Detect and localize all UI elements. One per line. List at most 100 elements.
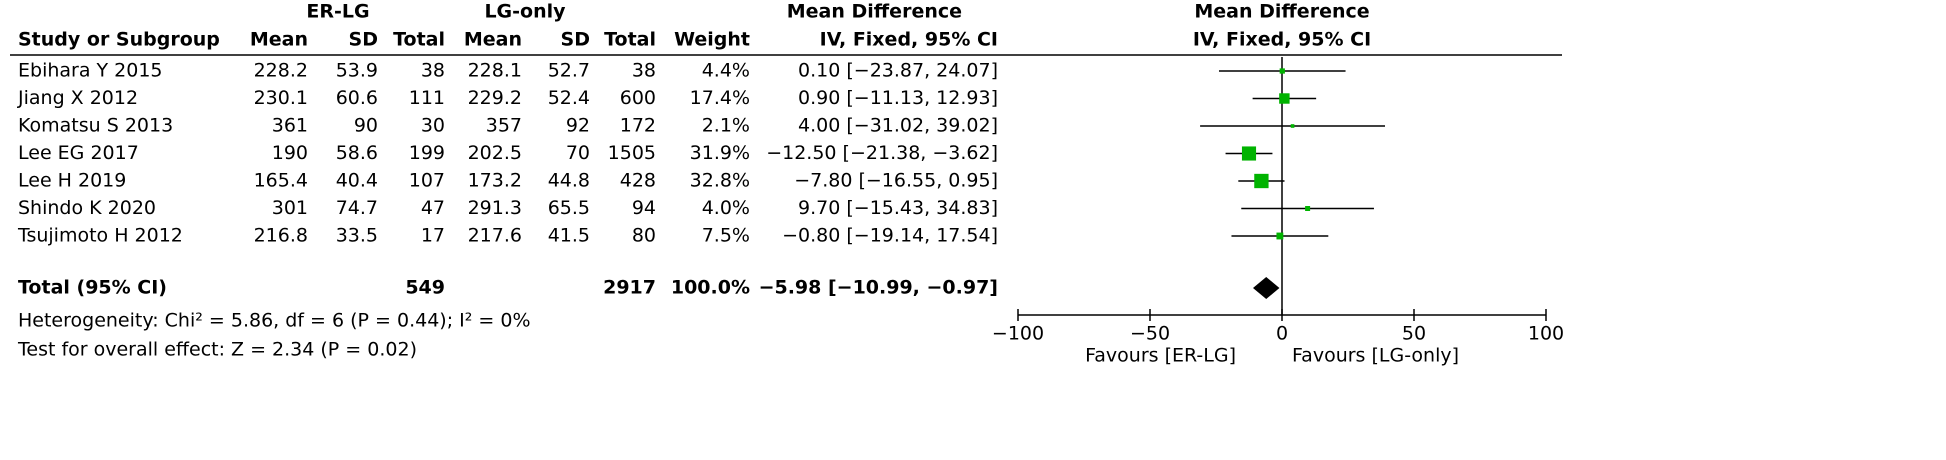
x-tick-label: 0: [1276, 323, 1288, 345]
column-header: Study or Subgroup: [18, 29, 220, 51]
table-cell: 60.6: [336, 87, 378, 109]
table-cell: 17: [421, 225, 445, 247]
column-header: Mean: [250, 29, 308, 51]
estimate-box: [1305, 206, 1311, 211]
table-cell: −7.80 [−16.55, 0.95]: [794, 170, 998, 192]
table-cell: 40.4: [336, 170, 378, 192]
table-cell: 38: [632, 60, 656, 82]
estimate-box: [1279, 93, 1290, 104]
table-cell: 1505: [608, 142, 656, 164]
table-cell: 9.70 [−15.43, 34.83]: [798, 197, 998, 219]
table-cell: 600: [620, 87, 656, 109]
column-header: Total: [393, 29, 445, 51]
overall-effect: Test for overall effect: Z = 2.34 (P = 0…: [17, 339, 417, 361]
column-header: Mean: [464, 29, 522, 51]
table-cell: 74.7: [336, 197, 378, 219]
table-cell: 58.6: [336, 142, 378, 164]
heterogeneity: Heterogeneity: Chi² = 5.86, df = 6 (P = …: [18, 310, 531, 332]
table-cell: 357: [486, 115, 522, 137]
estimate-box: [1254, 173, 1269, 189]
table-cell: 53.9: [336, 60, 378, 82]
study-name: Lee H 2019: [18, 170, 126, 192]
table-cell: 4.00 [−31.02, 39.02]: [798, 115, 998, 137]
table-cell: 172: [620, 115, 656, 137]
table-cell: 32.8%: [690, 170, 750, 192]
table-cell: 44.8: [548, 170, 590, 192]
table-cell: 7.5%: [702, 225, 750, 247]
study-name: Tsujimoto H 2012: [17, 225, 183, 247]
table-cell: 199: [409, 142, 445, 164]
estimate-box: [1276, 232, 1284, 240]
table-cell: 31.9%: [690, 142, 750, 164]
table-cell: 17.4%: [690, 87, 750, 109]
group-header: ER-LG: [306, 1, 369, 23]
estimate-box: [1279, 68, 1285, 74]
table-cell: 202.5: [468, 142, 522, 164]
table-cell: 90: [354, 115, 378, 137]
table-cell: 70: [566, 142, 590, 164]
total-label: Total (95% CI): [18, 277, 167, 299]
table-cell: 173.2: [468, 170, 522, 192]
table-cell: 190: [272, 142, 308, 164]
table-cell: 301: [272, 197, 308, 219]
study-name: Ebihara Y 2015: [18, 60, 163, 82]
table-cell: 38: [421, 60, 445, 82]
table-cell: 47: [421, 197, 445, 219]
chart-subtitle: IV, Fixed, 95% CI: [1193, 29, 1371, 51]
table-cell: 52.4: [548, 87, 590, 109]
table-cell: 0.90 [−11.13, 12.93]: [798, 87, 998, 109]
study-name: Shindo K 2020: [18, 197, 156, 219]
total-cell: 549: [405, 277, 445, 299]
estimate-box: [1241, 146, 1257, 161]
favours-label: Favours [ER-LG]: [1085, 345, 1236, 367]
table-cell: 33.5: [336, 225, 378, 247]
total-cell: 100.0%: [671, 277, 750, 299]
x-tick-label: 100: [1528, 323, 1564, 345]
table-cell: 0.10 [−23.87, 24.07]: [798, 60, 998, 82]
study-name: Jiang X 2012: [17, 87, 138, 109]
column-header: SD: [561, 29, 590, 51]
x-tick-label: −100: [992, 323, 1044, 345]
column-header: Total: [604, 29, 656, 51]
favours-label: Favours [LG-only]: [1292, 345, 1459, 367]
table-cell: −12.50 [−21.38, −3.62]: [766, 142, 998, 164]
table-cell: 111: [409, 87, 445, 109]
total-cell: −5.98 [−10.99, −0.97]: [759, 277, 998, 299]
study-name: Lee EG 2017: [18, 142, 139, 164]
table-cell: 4.0%: [702, 197, 750, 219]
study-name: Komatsu S 2013: [18, 115, 173, 137]
table-cell: 4.4%: [702, 60, 750, 82]
table-cell: 41.5: [548, 225, 590, 247]
table-cell: 80: [632, 225, 656, 247]
table-cell: 228.1: [468, 60, 522, 82]
chart-title: Mean Difference: [1194, 1, 1369, 23]
table-cell: 2.1%: [702, 115, 750, 137]
table-cell: 107: [409, 170, 445, 192]
table-cell: 92: [566, 115, 590, 137]
table-cell: 30: [421, 115, 445, 137]
table-cell: 228.2: [254, 60, 308, 82]
table-cell: 217.6: [468, 225, 522, 247]
table-cell: 428: [620, 170, 656, 192]
column-header: SD: [349, 29, 378, 51]
table-cell: 165.4: [254, 170, 308, 192]
table-cell: 229.2: [468, 87, 522, 109]
table-cell: −0.80 [−19.14, 17.54]: [782, 225, 998, 247]
table-cell: 291.3: [468, 197, 522, 219]
table-cell: 216.8: [254, 225, 308, 247]
column-header: Weight: [674, 29, 750, 51]
group-header: Mean Difference: [787, 1, 962, 23]
x-tick-label: −50: [1130, 323, 1170, 345]
table-cell: 361: [272, 115, 308, 137]
total-cell: 2917: [603, 277, 656, 299]
total-diamond: [1252, 277, 1280, 299]
column-header: IV, Fixed, 95% CI: [820, 29, 998, 51]
table-cell: 94: [632, 197, 656, 219]
table-cell: 230.1: [254, 87, 308, 109]
table-cell: 65.5: [548, 197, 590, 219]
table-cell: 52.7: [548, 60, 590, 82]
x-tick-label: 50: [1402, 323, 1426, 345]
group-header: LG-only: [484, 1, 566, 23]
